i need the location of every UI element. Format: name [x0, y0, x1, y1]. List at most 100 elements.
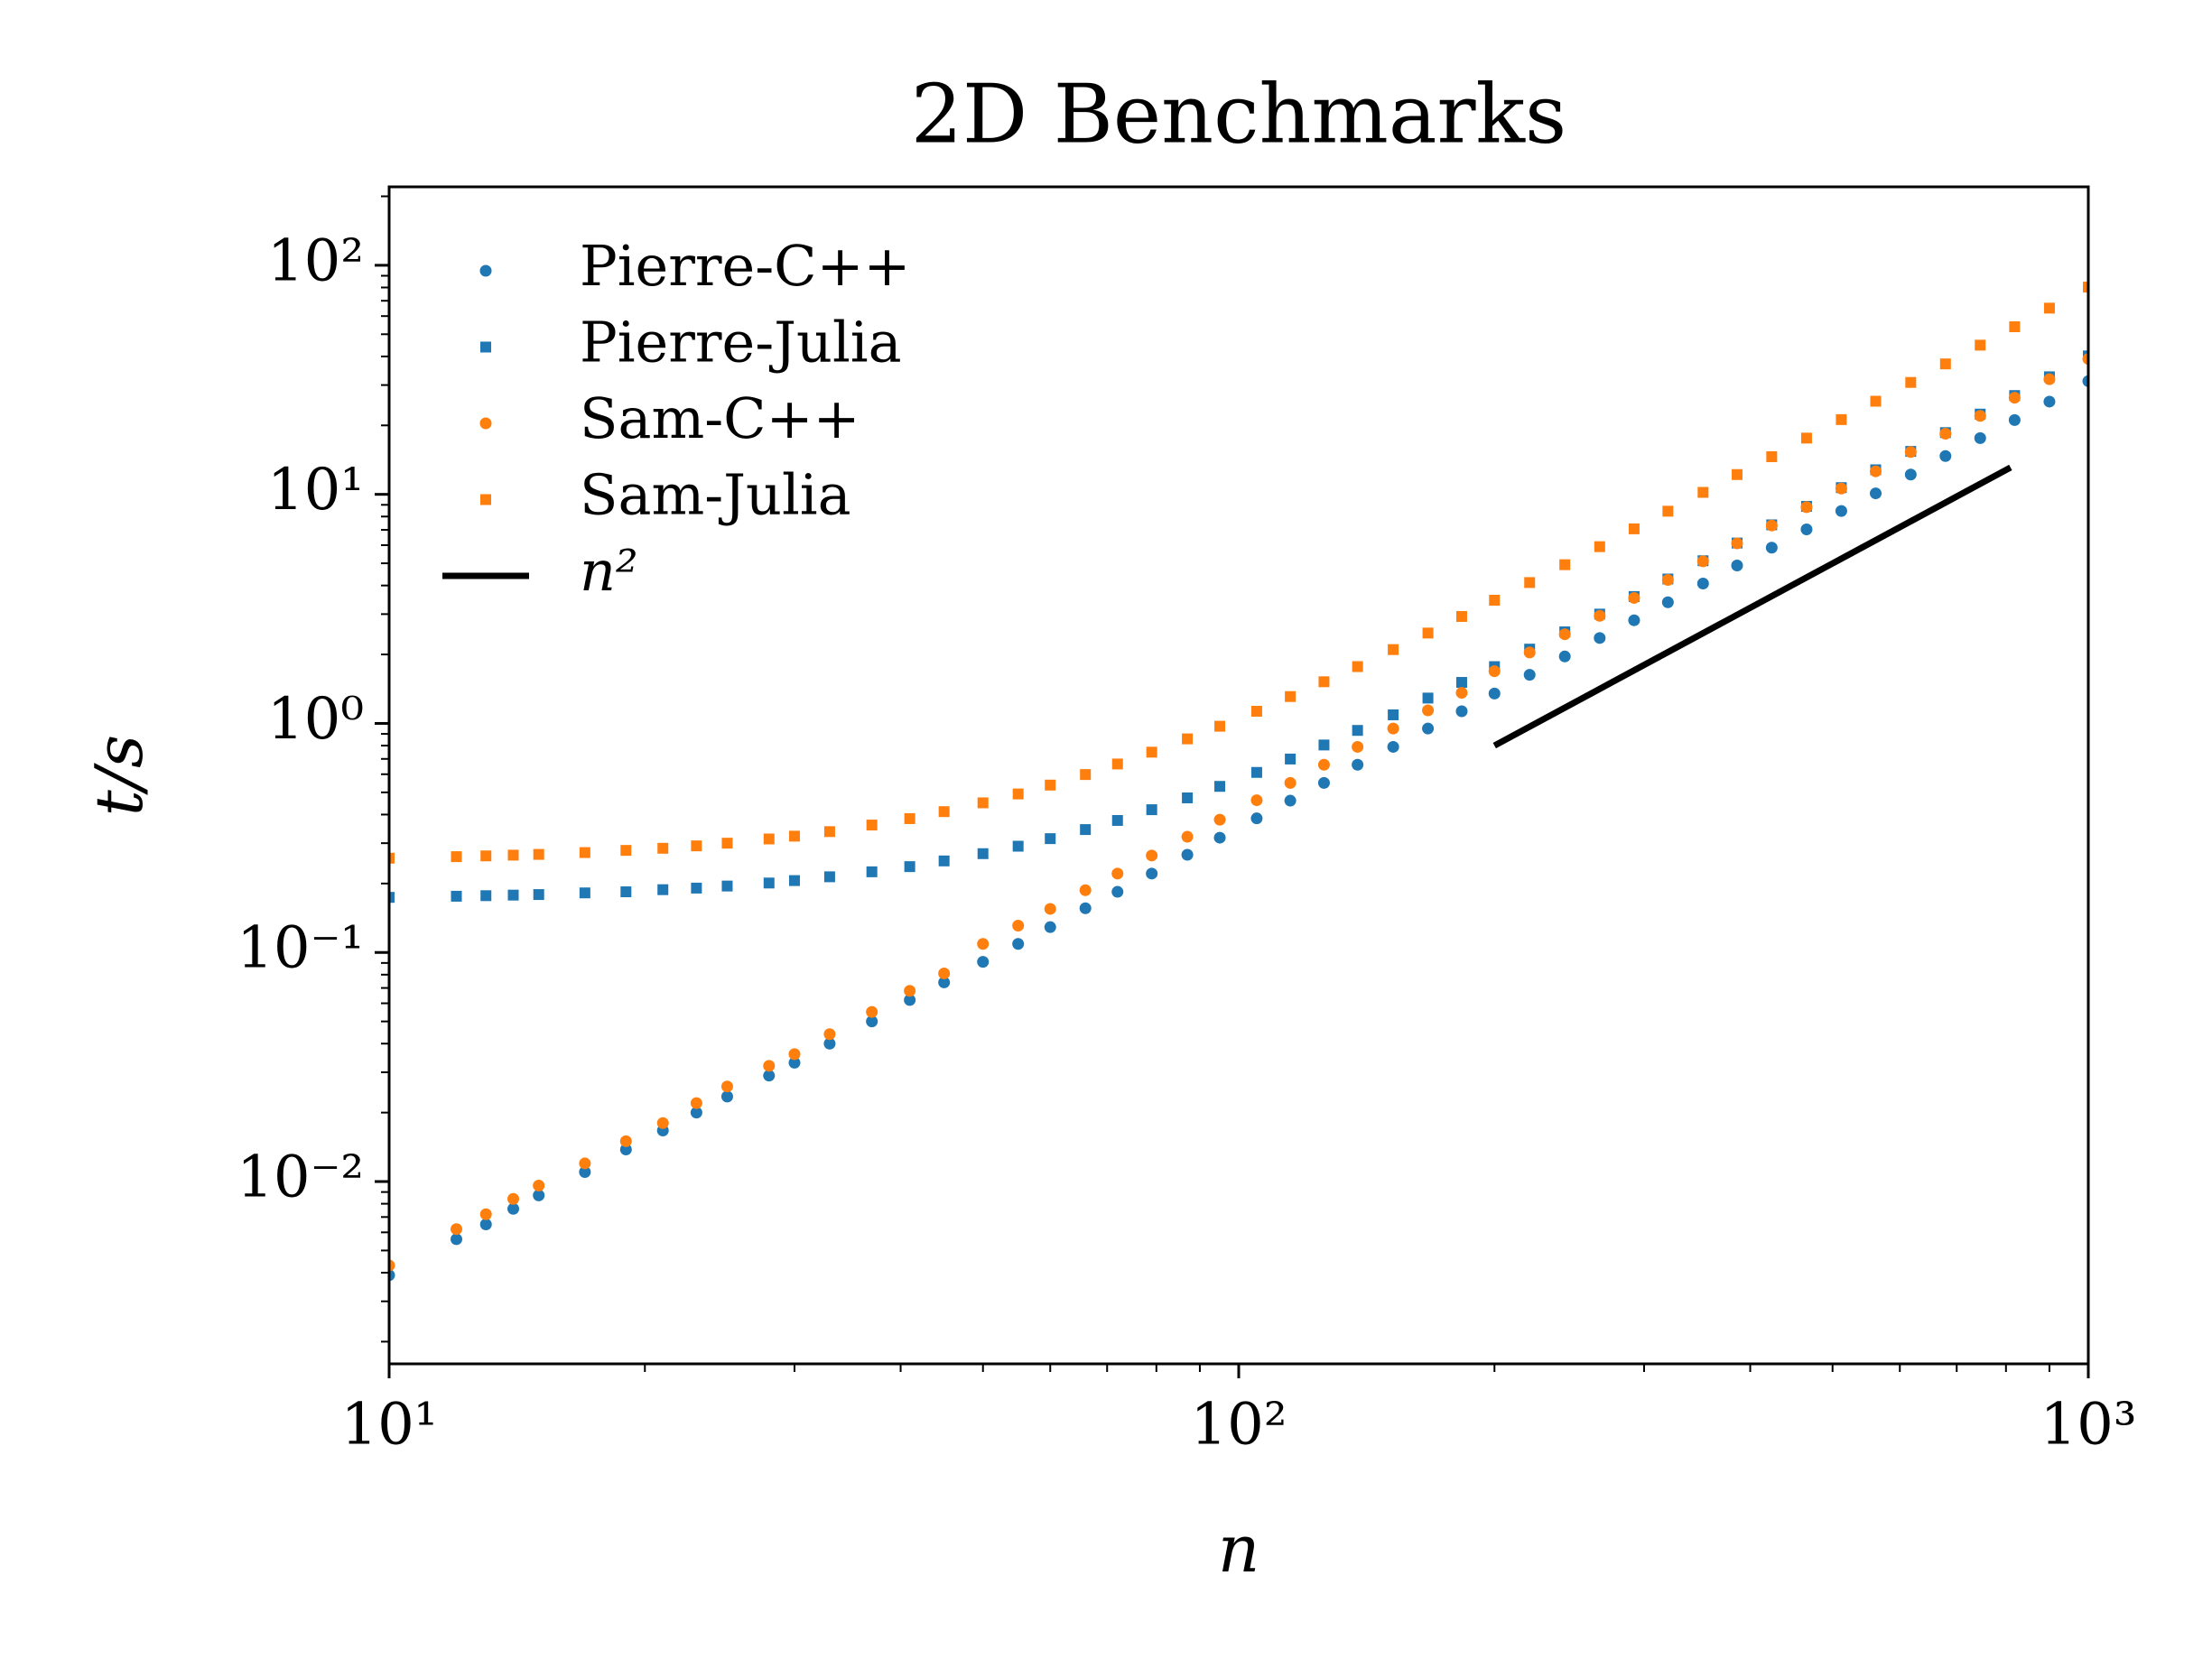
- circle-point: [788, 1056, 801, 1069]
- square-point: [620, 845, 632, 857]
- square-point: [1422, 627, 1434, 639]
- circle-point: [1012, 938, 1025, 950]
- circle-point: [1974, 410, 1986, 422]
- circle-point: [507, 1192, 520, 1205]
- circle-point: [507, 1202, 520, 1215]
- legend-marker: [480, 494, 491, 505]
- circle-point: [1317, 776, 1330, 789]
- circle-point: [1870, 487, 1882, 500]
- circle-point: [579, 1166, 591, 1179]
- legend-label: Pierre-Julia: [580, 310, 902, 375]
- square-point: [1214, 781, 1226, 792]
- square-point: [1455, 677, 1467, 689]
- y-tick-label: 10⁻²: [237, 1145, 364, 1211]
- square-point: [579, 887, 590, 899]
- circle-point: [1079, 902, 1092, 914]
- square-point: [904, 861, 915, 873]
- circle-point: [1146, 849, 1158, 862]
- square-point: [507, 849, 519, 861]
- circle-point: [904, 994, 916, 1006]
- circle-point: [1146, 867, 1158, 880]
- legend-label: Sam-C++: [580, 385, 860, 451]
- circle-point: [1800, 501, 1813, 514]
- circle-point: [1387, 740, 1399, 753]
- square-point: [866, 820, 878, 831]
- circle-point: [763, 1070, 776, 1082]
- circle-point: [1661, 596, 1674, 608]
- circle-point: [1455, 705, 1468, 718]
- circle-point: [977, 938, 990, 950]
- square-point: [579, 847, 590, 858]
- square-point: [1662, 505, 1674, 517]
- y-tick-label: 10⁰: [267, 686, 364, 753]
- square-point: [1559, 559, 1571, 570]
- circle-point: [1696, 577, 1709, 589]
- circle-point: [1939, 450, 1952, 462]
- circle-point: [619, 1135, 632, 1147]
- square-point: [763, 833, 775, 845]
- circle-point: [1594, 632, 1606, 644]
- square-point: [1524, 577, 1536, 589]
- square-point: [507, 889, 519, 901]
- square-point: [657, 884, 669, 895]
- reference-line: [1492, 464, 2012, 749]
- circle-point: [1422, 722, 1435, 735]
- y-tick-label: 10⁻¹: [237, 915, 364, 982]
- circle-point: [1523, 669, 1536, 681]
- square-point: [977, 848, 989, 859]
- circle-point: [1835, 482, 1847, 495]
- circle-point: [1111, 885, 1124, 898]
- square-point: [1731, 468, 1743, 480]
- circle-point: [2043, 373, 2056, 385]
- square-point: [1628, 523, 1640, 534]
- square-point: [691, 882, 702, 894]
- circle-point: [579, 1157, 591, 1170]
- legend-label: Sam-Julia: [580, 462, 851, 528]
- circle-point: [1835, 505, 1847, 517]
- square-point: [1455, 610, 1467, 622]
- circle-point: [1250, 794, 1263, 807]
- circle-point: [1422, 704, 1435, 717]
- square-point: [1012, 788, 1024, 800]
- square-point: [480, 890, 492, 902]
- legend-label: n²: [580, 538, 638, 604]
- circle-point: [1765, 542, 1778, 554]
- square-point: [1422, 692, 1434, 704]
- circle-point: [2008, 413, 2021, 426]
- square-point: [691, 840, 702, 852]
- square-point: [1285, 753, 1297, 765]
- square-point: [904, 812, 915, 824]
- circle-point: [1628, 614, 1640, 626]
- square-point: [389, 892, 395, 904]
- circle-point: [1181, 848, 1194, 861]
- circle-point: [1012, 919, 1025, 931]
- circle-point: [1974, 431, 1986, 444]
- square-point: [1766, 450, 1778, 462]
- square-point: [1352, 661, 1363, 672]
- square-point: [1146, 746, 1157, 758]
- circle-point: [720, 1090, 733, 1103]
- circle-point: [866, 1015, 878, 1028]
- circle-point: [1213, 813, 1226, 826]
- square-point: [721, 880, 733, 892]
- square-point: [533, 848, 544, 860]
- square-point: [1012, 840, 1024, 852]
- square-point: [721, 838, 733, 849]
- circle-point: [1284, 776, 1297, 789]
- square-point: [1182, 792, 1194, 803]
- circle-point: [1181, 830, 1194, 843]
- square-point: [1045, 833, 1056, 845]
- square-point: [1318, 676, 1330, 688]
- square-point: [1489, 594, 1501, 606]
- legend-label: Pierre-C++: [580, 233, 911, 299]
- circle-point: [1904, 468, 1917, 481]
- square-point: [1388, 709, 1399, 720]
- circle-point: [823, 1028, 836, 1041]
- circle-point: [866, 1006, 878, 1018]
- circle-point: [763, 1060, 776, 1072]
- square-point: [1939, 358, 1951, 370]
- square-point: [938, 806, 950, 818]
- circle-point: [1939, 427, 1952, 440]
- square-point: [451, 890, 462, 902]
- circle-point: [2043, 395, 2056, 408]
